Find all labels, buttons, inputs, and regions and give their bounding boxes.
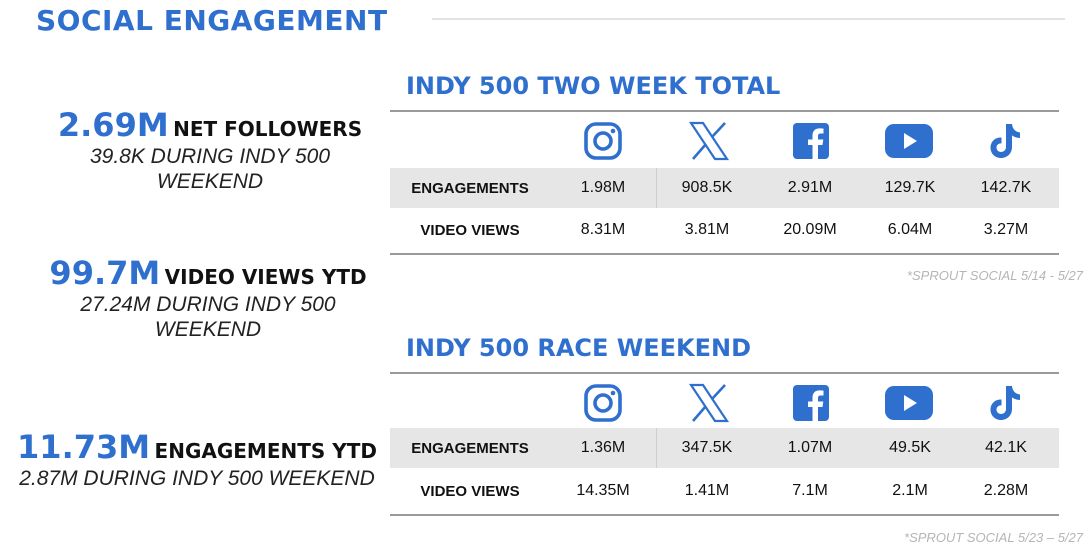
x-icon (685, 380, 733, 426)
table-row: VIDEO VIEWS 14.35M 1.41M 7.1M 2.1M 2.28M (390, 471, 1059, 511)
table-cell: 2.91M (787, 179, 833, 196)
stat-value: 99.7M (49, 254, 161, 292)
source-note: *SPROUT SOCIAL 5/14 - 5/27 (906, 268, 1083, 283)
column-divider (656, 428, 657, 468)
section-title: INDY 500 RACE WEEKEND (406, 334, 752, 362)
table-cell: 347.5K (681, 439, 733, 456)
stat-label: VIDEO VIEWS YTD (164, 265, 367, 289)
table-cell: 42.1K (985, 439, 1027, 456)
stat-subtext: 39.8K DURING INDY 500 (89, 145, 331, 168)
row-label: VIDEO VIEWS (420, 482, 520, 500)
table-row: VIDEO VIEWS 8.31M 3.81M 20.09M 6.04M 3.2… (390, 210, 1059, 250)
table-cell: 908.5K (681, 179, 733, 196)
stat-subtext: WEEKEND (156, 170, 264, 193)
table-cell: 1.36M (580, 439, 626, 456)
column-divider (656, 168, 657, 208)
table-row: ENGAGEMENTS 1.36M 347.5K 1.07M 49.5K 42.… (390, 428, 1059, 468)
table-cell: 142.7K (980, 179, 1032, 196)
title-divider (432, 18, 1065, 20)
facebook-icon (787, 380, 835, 426)
stat-label: ENGAGEMENTS YTD (154, 439, 377, 463)
stat-subtext: WEEKEND (154, 318, 262, 341)
table-cell: 7.1M (792, 482, 828, 499)
tiktok-icon (981, 380, 1029, 426)
tiktok-icon (981, 118, 1029, 164)
table-row: ENGAGEMENTS 1.98M 908.5K 2.91M 129.7K 14… (390, 168, 1059, 208)
stat-label: NET FOLLOWERS (173, 117, 363, 141)
table-cell: 1.07M (787, 439, 833, 456)
table-bottom-rule (390, 514, 1059, 516)
stat-video-views: 99.7M VIDEO VIEWS YTD 27.24M DURING INDY… (18, 254, 398, 342)
stat-subtext: 2.87M DURING INDY 500 WEEKEND (19, 467, 375, 490)
table-cell: 1.41M (684, 482, 730, 499)
table-top-rule (390, 110, 1059, 112)
row-label: ENGAGEMENTS (411, 439, 529, 457)
table-cell: 49.5K (889, 439, 931, 456)
stat-engagements: 11.73M ENGAGEMENTS YTD 2.87M DURING INDY… (2, 428, 392, 492)
table-cell: 3.27M (983, 221, 1029, 238)
table-cell: 6.04M (887, 221, 933, 238)
section-title: INDY 500 TWO WEEK TOTAL (406, 72, 781, 100)
stat-net-followers: 2.69M NET FOLLOWERS 39.8K DURING INDY 50… (20, 106, 400, 194)
platform-icon-row (390, 118, 1059, 164)
stat-value: 2.69M (57, 106, 169, 144)
instagram-icon (579, 380, 627, 426)
platform-icon-row (390, 380, 1059, 426)
table-cell: 8.31M (580, 221, 626, 238)
table-top-rule (390, 372, 1059, 374)
table-cell: 14.35M (576, 482, 630, 499)
table-cell: 2.1M (892, 482, 928, 499)
x-icon (685, 118, 733, 164)
table-cell: 129.7K (884, 179, 936, 196)
stat-subtext: 27.24M DURING INDY 500 (80, 293, 336, 316)
table-cell: 3.81M (684, 221, 730, 238)
table-bottom-rule (390, 253, 1059, 255)
table-cell: 1.98M (580, 179, 626, 196)
page-title: SOCIAL ENGAGEMENT (36, 4, 388, 37)
stat-value: 11.73M (17, 428, 151, 466)
youtube-icon (885, 380, 933, 426)
source-note: *SPROUT SOCIAL 5/23 – 5/27 (904, 530, 1083, 545)
facebook-icon (787, 118, 835, 164)
row-label: ENGAGEMENTS (411, 179, 529, 197)
table-cell: 2.28M (983, 482, 1029, 499)
table-cell: 20.09M (783, 221, 837, 238)
race-weekend-table: ENGAGEMENTS 1.36M 347.5K 1.07M 49.5K 42.… (390, 372, 1059, 522)
instagram-icon (579, 118, 627, 164)
row-label: VIDEO VIEWS (420, 221, 520, 239)
youtube-icon (885, 118, 933, 164)
two-week-table: ENGAGEMENTS 1.98M 908.5K 2.91M 129.7K 14… (390, 110, 1059, 260)
